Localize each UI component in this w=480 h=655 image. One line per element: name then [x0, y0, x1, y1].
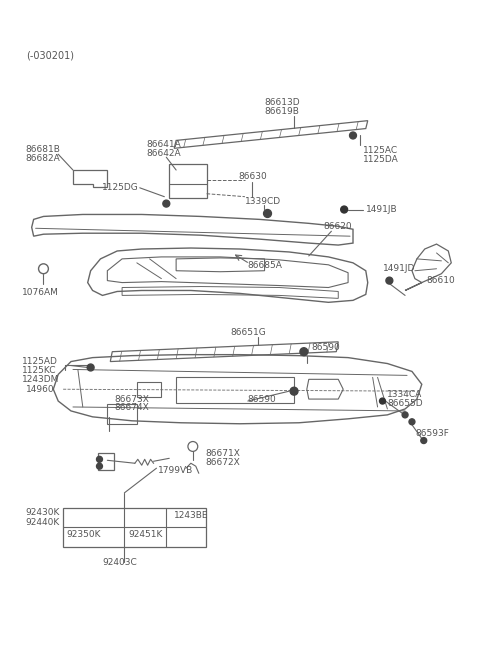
- Text: 86671X: 86671X: [205, 449, 240, 458]
- Bar: [169, 164, 206, 198]
- Bar: [176, 377, 294, 403]
- Text: 86620: 86620: [324, 222, 352, 231]
- Text: 86590: 86590: [312, 343, 340, 352]
- Circle shape: [96, 463, 102, 469]
- Text: 92403C: 92403C: [102, 559, 137, 567]
- Circle shape: [402, 412, 408, 418]
- Text: 86590: 86590: [248, 394, 276, 403]
- Text: 86619B: 86619B: [264, 107, 300, 117]
- Text: 92451K: 92451K: [128, 530, 162, 539]
- Circle shape: [421, 438, 427, 443]
- Text: 86651G: 86651G: [230, 328, 266, 337]
- Circle shape: [87, 364, 94, 371]
- Text: 1125AD: 1125AD: [22, 357, 58, 366]
- Text: 86682A: 86682A: [26, 154, 60, 162]
- Bar: [63, 508, 205, 547]
- Text: 1491JD: 1491JD: [383, 264, 415, 273]
- Text: 1243DM: 1243DM: [22, 375, 59, 384]
- Text: 86642A: 86642A: [147, 149, 181, 158]
- Text: 1125KC: 1125KC: [22, 366, 56, 375]
- Text: 86685A: 86685A: [248, 261, 283, 271]
- Text: 1125DG: 1125DG: [102, 183, 139, 193]
- Circle shape: [409, 419, 415, 424]
- Circle shape: [386, 277, 393, 284]
- Text: 1799VB: 1799VB: [158, 466, 194, 475]
- Text: 1339CD: 1339CD: [245, 197, 281, 206]
- Text: 1491JB: 1491JB: [366, 205, 397, 214]
- Circle shape: [380, 398, 385, 404]
- Circle shape: [264, 210, 272, 217]
- Text: 86630: 86630: [238, 172, 267, 181]
- Text: 1125AC: 1125AC: [363, 146, 398, 155]
- Text: 86672X: 86672X: [205, 458, 240, 467]
- Text: 92430K: 92430K: [26, 508, 60, 517]
- Bar: [108, 404, 137, 424]
- Circle shape: [96, 457, 102, 462]
- Text: 86593F: 86593F: [415, 429, 449, 438]
- Text: 1334CA: 1334CA: [387, 390, 423, 399]
- Text: 14960: 14960: [26, 384, 54, 394]
- Text: 92440K: 92440K: [26, 518, 60, 527]
- Circle shape: [300, 348, 308, 356]
- Circle shape: [163, 200, 170, 207]
- Text: 86641A: 86641A: [147, 140, 181, 149]
- Text: 1125DA: 1125DA: [363, 155, 398, 164]
- Text: 86673X: 86673X: [114, 394, 149, 403]
- Circle shape: [349, 132, 357, 139]
- Circle shape: [290, 387, 298, 395]
- Text: 1243BE: 1243BE: [174, 511, 209, 520]
- Text: 86674X: 86674X: [114, 403, 149, 413]
- Text: 86655D: 86655D: [387, 398, 423, 407]
- Text: 86613D: 86613D: [264, 98, 300, 107]
- Circle shape: [341, 206, 348, 213]
- Text: 1076AM: 1076AM: [22, 288, 59, 297]
- Text: 92350K: 92350K: [66, 530, 101, 539]
- Text: 86610: 86610: [427, 276, 456, 285]
- Text: 86681B: 86681B: [26, 145, 60, 154]
- Text: (-030201): (-030201): [26, 50, 74, 60]
